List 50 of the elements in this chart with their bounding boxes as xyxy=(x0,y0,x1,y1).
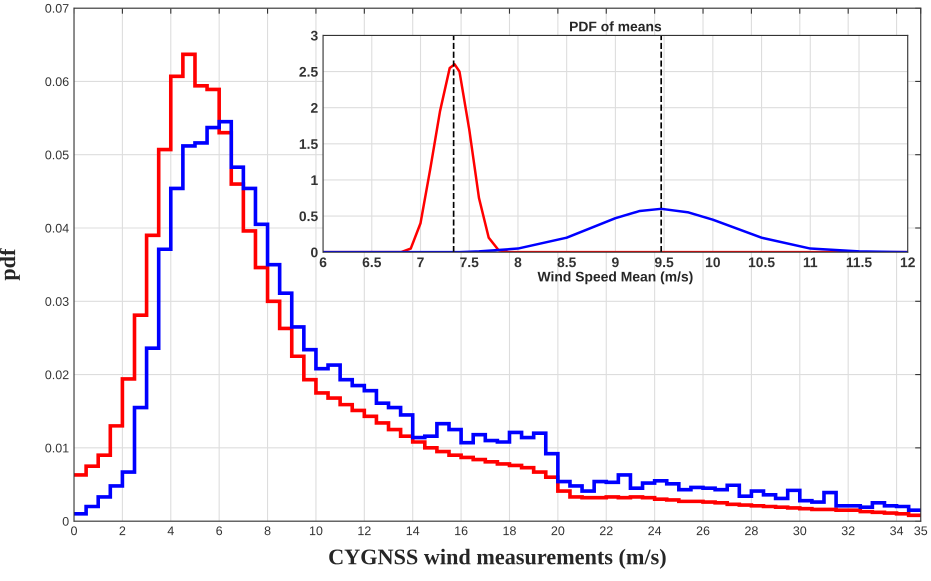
x-tick-label: 28 xyxy=(745,526,758,536)
y-tick-label: 0.04 xyxy=(45,224,69,233)
x-tick-label: 20 xyxy=(552,526,564,536)
x-axis-title: CYGNSS wind measurements (m/s) xyxy=(329,548,666,569)
x-tick-label: 6.5 xyxy=(362,257,382,268)
y-tick-label: 0 xyxy=(311,247,318,258)
x-tick-label: 2 xyxy=(120,526,126,536)
x-tick-label: 10 xyxy=(310,526,322,536)
x-tick-label: 4 xyxy=(168,526,174,536)
x-tick-label: 12 xyxy=(358,526,371,536)
y-tick-label: 0.01 xyxy=(45,444,69,453)
x-tick-label: 12 xyxy=(900,257,915,268)
x-tick-label: 24 xyxy=(648,526,662,536)
y-tick-label: 0.06 xyxy=(45,77,69,86)
x-tick-label: 8 xyxy=(264,526,270,536)
x-tick-label: 11 xyxy=(804,258,818,268)
x-tick-label: 10 xyxy=(706,257,720,268)
y-tick-label: 2 xyxy=(310,103,318,113)
chart-title: PDF of means xyxy=(570,21,662,32)
x-tick-label: 6 xyxy=(216,526,222,536)
y-tick-label: 1 xyxy=(311,175,318,185)
x-tick-label: 34 xyxy=(890,526,904,536)
x-tick-label: 16 xyxy=(455,526,468,536)
y-tick-label: 1.5 xyxy=(300,139,318,149)
y-tick-label: 0.03 xyxy=(45,297,69,306)
x-tick-label: 0 xyxy=(71,526,77,536)
x-tick-label: 14 xyxy=(406,526,420,536)
y-tick-label: 0.02 xyxy=(45,370,69,380)
x-axis-title: Wind Speed Mean (m/s) xyxy=(538,271,693,284)
y-tick-label: 0.05 xyxy=(45,150,69,160)
x-tick-label: 7 xyxy=(417,258,424,268)
y-tick-label: 0.5 xyxy=(299,211,318,222)
x-tick-label: 32 xyxy=(842,526,855,536)
x-tick-label: 9.5 xyxy=(654,257,674,268)
x-tick-label: 22 xyxy=(600,526,613,536)
x-tick-label: 30 xyxy=(793,526,806,536)
x-tick-label: 11.5 xyxy=(846,258,872,268)
x-tick-label: 9 xyxy=(612,257,619,268)
y-tick-label: 3 xyxy=(310,30,318,41)
x-tick-label: 35 xyxy=(914,526,928,536)
x-tick-label: 26 xyxy=(696,526,710,536)
x-tick-label: 10.5 xyxy=(748,257,775,268)
x-tick-label: 8 xyxy=(514,257,522,268)
y-tick-label: 2.5 xyxy=(299,66,318,77)
x-tick-label: 7.5 xyxy=(460,258,478,268)
x-tick-label: 6 xyxy=(320,257,326,268)
x-tick-label: 18 xyxy=(503,526,516,536)
y-tick-label: 0 xyxy=(62,516,69,526)
y-tick-label: 0.07 xyxy=(45,4,69,13)
x-tick-label: 8.5 xyxy=(557,257,576,268)
